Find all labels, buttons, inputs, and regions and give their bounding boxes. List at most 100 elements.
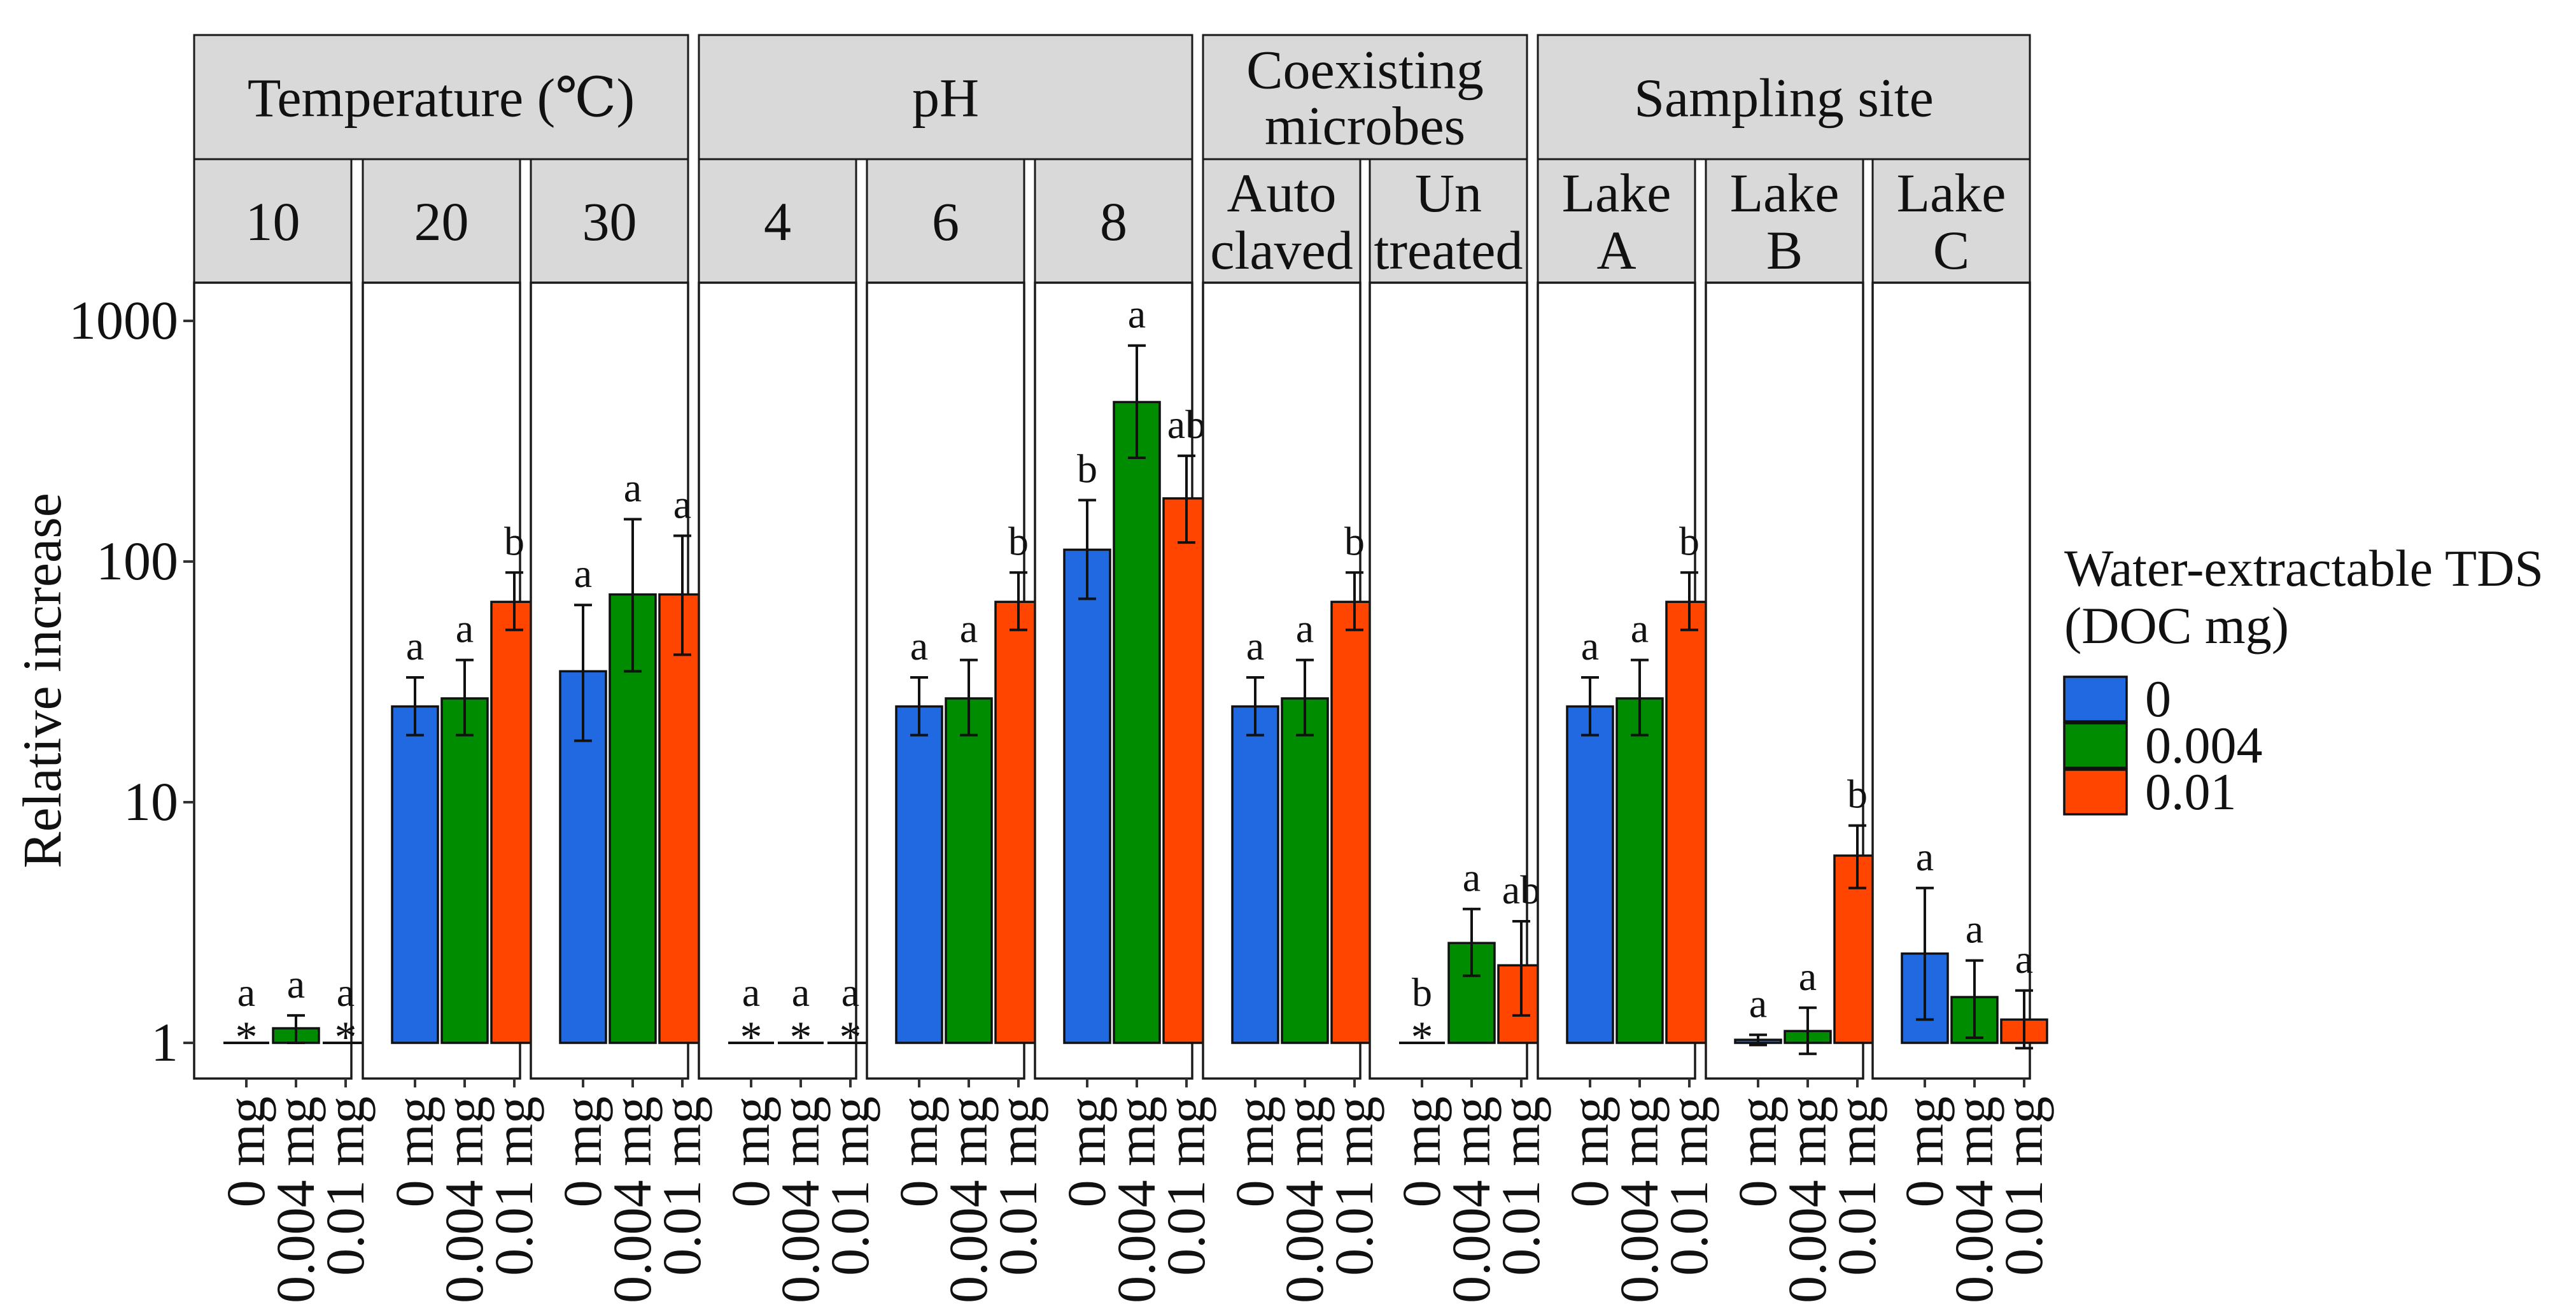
legend-key-swatch <box>2063 722 2128 769</box>
bar <box>1162 497 1211 1044</box>
panel-strip-label: A <box>1596 220 1636 281</box>
legend-key-swatch <box>2063 676 2128 723</box>
significance-letter: a <box>1966 907 1983 952</box>
panel-frame <box>193 281 353 1080</box>
significance-star: * <box>1411 1013 1433 1062</box>
panel-strip-label: Auto <box>1227 162 1337 223</box>
panel-strip-9 <box>1705 158 1864 284</box>
legend-entry-label: 0.01 <box>2145 763 2237 821</box>
panel-strip-5 <box>1034 158 1193 284</box>
significance-letter: a <box>1631 606 1649 651</box>
panel-strip-label: C <box>1933 220 1969 281</box>
significance-star: * <box>740 1013 763 1062</box>
x-tick-label: 0.01 mg <box>1658 1096 1719 1276</box>
significance-letter: a <box>841 970 859 1015</box>
x-tick-label: 0.004 mg <box>265 1096 326 1303</box>
bar <box>490 600 538 1044</box>
x-tick-label: 0.004 mg <box>770 1096 831 1303</box>
significance-letter: a <box>406 623 424 669</box>
bar <box>391 705 439 1044</box>
x-tick-label: 0.004 mg <box>1608 1096 1670 1303</box>
significance-letter: a <box>1246 623 1264 669</box>
panel-strip-10 <box>1871 158 2031 284</box>
significance-letter: b <box>504 518 524 563</box>
x-tick-label: 0.004 mg <box>433 1096 495 1303</box>
significance-letter: b <box>1008 518 1029 563</box>
x-tick-label: 0 mg <box>720 1096 781 1207</box>
x-tick-label: 0.004 mg <box>1106 1096 1167 1303</box>
significance-letter: a <box>2015 937 2033 982</box>
panel-strip-label: 4 <box>764 191 791 252</box>
panel-strip-label: 6 <box>932 191 959 252</box>
significance-letter: a <box>910 623 928 669</box>
x-tick-label: 0 mg <box>1894 1096 1955 1207</box>
significance-letter: ab <box>1167 402 1206 447</box>
significance-letter: b <box>1679 518 1700 563</box>
x-tick-label: 0 mg <box>1056 1096 1117 1207</box>
x-tick-label: 0.004 mg <box>1440 1096 1502 1303</box>
panel-strip-label: Lake <box>1897 162 2006 223</box>
significance-letter: a <box>960 606 978 651</box>
legend-key-swatch <box>2063 768 2128 816</box>
panel-strip-label: 20 <box>414 191 469 252</box>
significance-letter: a <box>287 961 305 1007</box>
x-tick-label: 0.01 mg <box>483 1096 544 1276</box>
group-strip-3 <box>1537 34 2031 160</box>
x-tick-label: 0.01 mg <box>1323 1096 1384 1276</box>
panel-strip-label: 30 <box>582 191 637 252</box>
x-tick-label: 0.004 mg <box>1943 1096 2004 1303</box>
panel-9: aa b <box>1705 281 1882 1080</box>
group-strip-label: microbes <box>1265 96 1465 157</box>
significance-letter: a <box>673 481 691 527</box>
x-tick-label: 0.01 mg <box>314 1096 376 1276</box>
x-tick-label: 0.01 mg <box>1155 1096 1216 1276</box>
x-tick-label: 0.004 mg <box>1274 1096 1335 1303</box>
x-tick-label: 0 mg <box>1391 1096 1452 1207</box>
y-tick-label: 100 <box>96 530 178 591</box>
significance-letter: ab <box>1502 867 1540 912</box>
significance-letter: a <box>237 970 255 1015</box>
legend-entry-label: 0 <box>2145 670 2171 728</box>
panel-strip-0 <box>193 158 353 284</box>
bar <box>1113 400 1161 1044</box>
significance-letter: a <box>1463 855 1481 900</box>
significance-letter: b <box>1077 446 1097 492</box>
panel-strip-3 <box>698 158 857 284</box>
panel-5: b a ab <box>1034 281 1211 1080</box>
x-tick-label: 0.004 mg <box>938 1096 999 1303</box>
x-tick-label: 0 mg <box>552 1096 613 1207</box>
y-tick-label: 1 <box>151 1012 178 1073</box>
significance-letter: a <box>1799 954 1817 999</box>
significance-letter: a <box>792 970 810 1015</box>
bar <box>1566 705 1614 1044</box>
significance-star: * <box>790 1013 812 1062</box>
bar <box>1665 600 1714 1044</box>
panel-strip-label: 10 <box>246 191 300 252</box>
significance-letter: b <box>1344 518 1365 563</box>
significance-letter: a <box>742 970 760 1015</box>
x-tick-label: 0.01 mg <box>987 1096 1048 1276</box>
x-tick-label: 0.004 mg <box>602 1096 663 1303</box>
group-strip-label: pH <box>912 67 979 129</box>
group-strip-label: Sampling site <box>1634 67 1934 129</box>
panel-strip-label: Un <box>1415 162 1482 223</box>
significance-letter: a <box>337 970 355 1015</box>
significance-star: * <box>236 1013 258 1062</box>
panel-strip-7 <box>1369 158 1528 284</box>
legend-title: (DOC mg) <box>2064 597 2289 654</box>
x-tick-label: 0.01 mg <box>1993 1096 2054 1276</box>
y-tick-label: 10 <box>123 771 178 832</box>
panel-strip-label: claved <box>1210 220 1353 281</box>
significance-letter: a <box>1916 834 1934 879</box>
significance-letter: a <box>1749 980 1767 1026</box>
significance-letter: a <box>574 551 592 596</box>
group-strip-label: Temperature (℃) <box>248 67 635 129</box>
significance-letter: a <box>1581 623 1599 669</box>
x-tick-label: 0.01 mg <box>651 1096 712 1276</box>
x-tick-label: 0 mg <box>888 1096 949 1207</box>
panel-frame <box>698 281 857 1080</box>
significance-letter: a <box>456 606 474 651</box>
